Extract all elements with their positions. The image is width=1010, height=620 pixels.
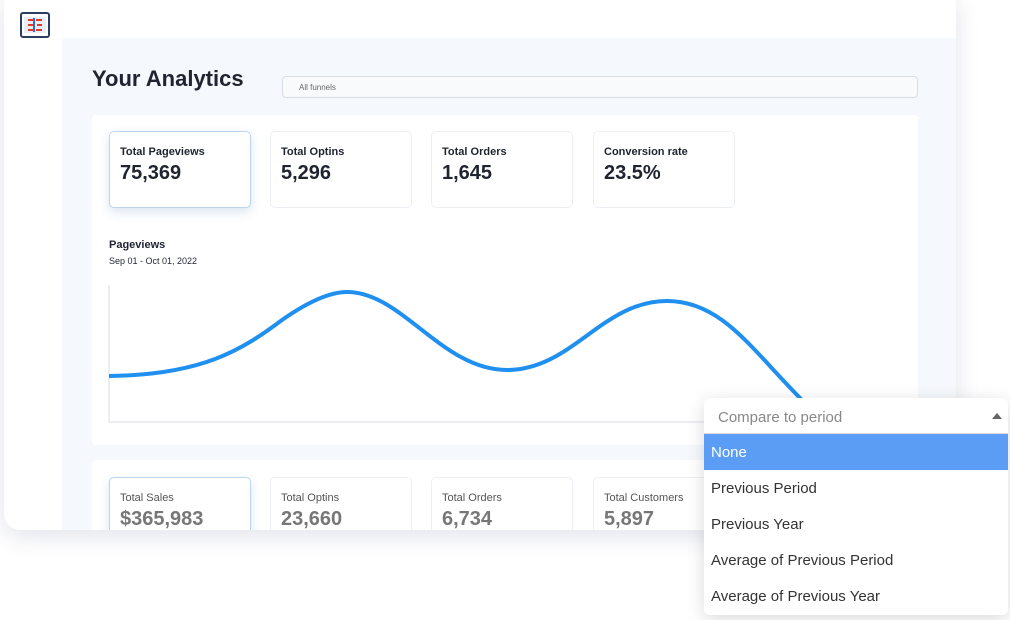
pageviews-line <box>108 289 804 402</box>
stat-card[interactable]: Total Orders 6,734 <box>431 477 573 530</box>
dropdown-option[interactable]: Average of Previous Period <box>711 552 894 569</box>
dropdown-option[interactable]: Average of Previous Year <box>711 588 881 605</box>
stat-label: Total Sales <box>120 492 174 504</box>
stat-value: 5,897 <box>604 508 655 530</box>
axis <box>108 285 918 423</box>
logo[interactable] <box>20 12 50 38</box>
funnel-filter[interactable]: All funnels <box>282 76 918 98</box>
stat-card[interactable]: Total Optins 5,296 <box>270 131 412 208</box>
caret <box>992 413 1002 419</box>
stat-card[interactable]: Total Sales $365,983 <box>109 477 251 530</box>
stat-label: Total Pageviews <box>120 146 205 158</box>
stat-label: Total Optins <box>281 492 340 504</box>
dropdown-option[interactable]: Previous Period <box>711 480 817 497</box>
stat-label: Total Optins <box>281 146 345 158</box>
dropdown-header[interactable]: Compare to period <box>704 398 1008 434</box>
stat-value: 75,369 <box>120 162 182 184</box>
dropdown-option[interactable]: None <box>704 434 1008 470</box>
stat-value: 6,734 <box>442 508 493 530</box>
stat-card[interactable]: Total Pageviews 75,369 <box>109 131 251 208</box>
stat-card[interactable]: Conversion rate 23.5% <box>593 131 735 208</box>
stat-value: $365,983 <box>120 508 204 530</box>
logo-icon <box>24 17 46 33</box>
chart <box>108 285 918 423</box>
stat-card[interactable]: Total Orders 1,645 <box>431 131 573 208</box>
stat-value: 1,645 <box>442 162 493 184</box>
stat-value: 23.5% <box>604 162 661 184</box>
stat-value: 23,660 <box>281 508 343 530</box>
stat-value: 5,296 <box>281 162 332 184</box>
stat-label: Conversion rate <box>604 146 688 158</box>
chart-range: Sep 01 - Oct 01, 2022 <box>109 256 198 266</box>
stat-label: Total Orders <box>442 146 507 158</box>
stat-card[interactable]: Total Optins 23,660 <box>270 477 412 530</box>
dropdown-placeholder: Compare to period <box>718 409 843 426</box>
stats-panel: Total Pageviews 75,369 Total Optins 5,296 … <box>92 115 918 445</box>
dropdown-option[interactable]: Previous Year <box>711 516 804 533</box>
stat-label: Total Orders <box>442 492 502 504</box>
stat-label: Total Customers <box>604 492 684 504</box>
chart-title: Pageviews <box>109 239 166 251</box>
page-title: Your Analytics <box>92 66 244 91</box>
compare-dropdown: Compare to period None Previous Period P… <box>704 398 1008 615</box>
